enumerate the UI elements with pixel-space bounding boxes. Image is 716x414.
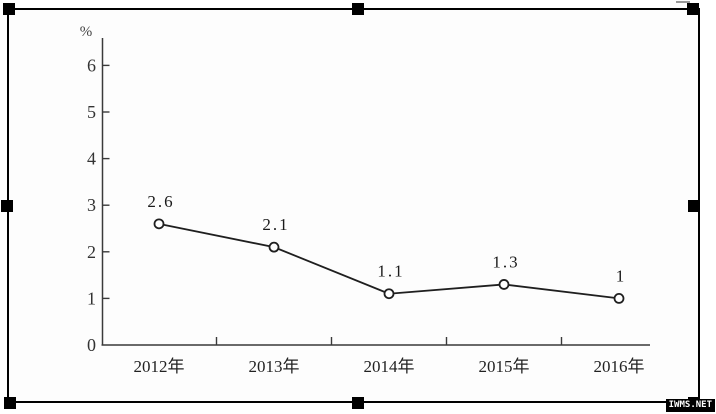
selection-handle-top-right[interactable] xyxy=(687,3,699,15)
data-label: 2.6 xyxy=(147,192,174,211)
data-label: 2.1 xyxy=(262,215,289,234)
data-point xyxy=(383,288,395,300)
y-tick-label: 1 xyxy=(87,288,96,308)
x-tick-label: 2012年 xyxy=(134,357,185,376)
selection-handle-left-middle[interactable] xyxy=(1,200,13,212)
x-tick-label: 2016年 xyxy=(594,357,645,376)
data-label: 1 xyxy=(616,266,627,285)
selection-handle-top-middle[interactable] xyxy=(352,3,364,15)
x-tick-label: 2015年 xyxy=(479,357,530,376)
y-tick-label: 3 xyxy=(87,195,96,215)
selection-handle-bottom-left[interactable] xyxy=(4,397,16,409)
y-tick-label: 5 xyxy=(87,102,96,122)
selected-image-frame[interactable] xyxy=(7,8,700,403)
data-point xyxy=(613,292,625,304)
x-tick-label: 2014年 xyxy=(364,357,415,376)
selection-handle-bottom-middle[interactable] xyxy=(352,397,364,409)
y-tick-label: 4 xyxy=(87,149,96,169)
data-point xyxy=(498,279,510,290)
y-tick-label: 0 xyxy=(87,335,96,355)
y-axis-unit-label: % xyxy=(80,24,93,40)
data-point xyxy=(153,218,165,230)
y-tick-label: 6 xyxy=(87,55,96,75)
screen-edge-artifact xyxy=(676,1,690,3)
data-point xyxy=(268,241,280,253)
data-label: 1.3 xyxy=(492,252,519,271)
data-label: 1.1 xyxy=(377,262,404,281)
selection-handle-top-left[interactable] xyxy=(3,3,15,15)
selection-handle-right-middle[interactable] xyxy=(688,200,700,212)
watermark-badge: iwms.net xyxy=(665,399,715,412)
x-tick-label: 2013年 xyxy=(249,357,300,376)
y-tick-label: 2 xyxy=(87,242,96,262)
